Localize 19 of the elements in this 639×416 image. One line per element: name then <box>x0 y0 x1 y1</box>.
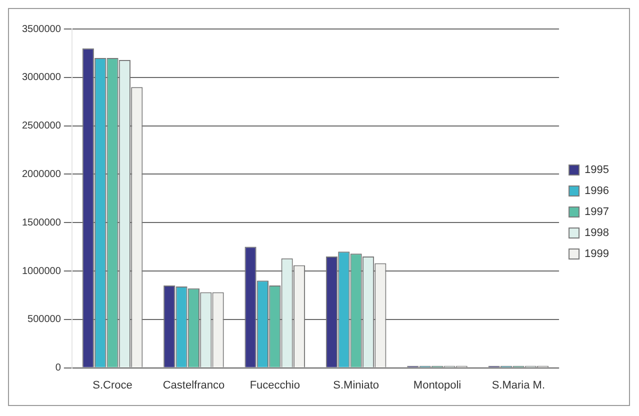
legend-label: 1999 <box>584 248 610 260</box>
y-tick-label: 500000 <box>28 314 62 326</box>
y-tick-label: 2000000 <box>22 168 62 180</box>
legend-label: 1996 <box>584 185 610 198</box>
x-tick-label: S.Croce <box>92 379 132 392</box>
x-tick-label: S.Maria M. <box>492 379 546 392</box>
x-tick-label: S.Miniato <box>333 379 379 392</box>
y-tick-label: 3500000 <box>22 24 62 35</box>
legend-label: 1995 <box>584 164 610 176</box>
y-tick-label: 2500000 <box>22 120 62 132</box>
y-tick-label: 3000000 <box>22 72 62 84</box>
y-tick-label: 0 <box>55 362 62 374</box>
legend-label: 1998 <box>584 227 610 240</box>
y-tick-label: 1500000 <box>22 217 62 228</box>
y-tick-label: 1000000 <box>22 266 62 277</box>
x-tick-label: Montopoli <box>413 379 462 392</box>
x-tick-label: Fucecchio <box>250 379 300 392</box>
x-tick-label: Castelfranco <box>162 379 225 392</box>
legend-label: 1997 <box>584 206 610 218</box>
